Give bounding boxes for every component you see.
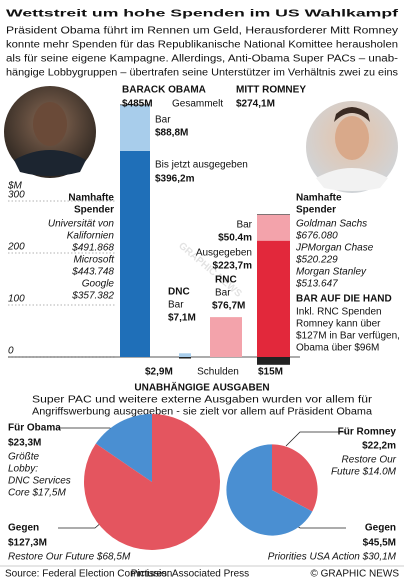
donor-line: $443.748: [71, 267, 114, 278]
segment-name: Ausgegeben: [196, 248, 252, 259]
pie-slice: [84, 414, 221, 550]
y-axis-label: $M: [7, 181, 23, 192]
segment-name: Bis jetzt ausgegeben: [155, 160, 248, 171]
segment-value: $50.4m: [218, 233, 252, 244]
pie-category: Für Romney: [338, 427, 397, 438]
segment-value: $7,1M: [168, 313, 196, 324]
bar-name: DNC: [168, 287, 190, 298]
obama-photo: [4, 86, 96, 178]
cash-note-line: Romney kann über: [296, 319, 381, 330]
donor-line: Universität von: [48, 219, 115, 230]
segment-name: Bar: [155, 115, 171, 126]
segment-name: Bar: [168, 300, 184, 311]
segment-value: $88,8M: [155, 128, 188, 139]
bar-name: MITT ROMNEY: [236, 85, 306, 96]
bar-segment: [179, 353, 191, 357]
pie-category: Für Obama: [8, 423, 61, 434]
total-label: $274,1M: [236, 99, 275, 110]
segment-name: Bar: [215, 288, 231, 299]
pie-note: Future $14.0M: [331, 467, 397, 478]
bar-segment: [120, 150, 150, 357]
y-tick-label: 200: [7, 242, 25, 253]
romney-photo: [306, 101, 398, 193]
bar-segment: [120, 104, 150, 151]
donor-title: Spender: [296, 205, 336, 216]
pie-note: DNC Services: [8, 476, 71, 487]
donor-line: Kalifornien: [67, 231, 115, 242]
bar-segment: [257, 214, 290, 241]
y-tick-label: 0: [8, 346, 14, 357]
donor-title: Namhafte: [296, 193, 342, 204]
subtitle-line: Präsident Obama führt im Rennen um Geld,…: [6, 26, 398, 37]
section-line: Super PAC und weitere externe Ausgaben w…: [32, 395, 373, 406]
pie-slice: [95, 414, 152, 482]
donor-line: Microsoft: [73, 255, 115, 266]
pie-category: Gegen: [8, 523, 39, 534]
donor-line: $520.229: [295, 255, 338, 266]
pie-note: Lobby:: [8, 464, 38, 475]
pie-category: Gegen: [365, 523, 396, 534]
cash-note-line: Obama über $96M: [296, 343, 379, 354]
pie-note: Priorities USA Action $30,1M: [268, 552, 397, 563]
pie-note: Restore Our: [342, 455, 397, 466]
donor-title: Namhafte: [68, 193, 114, 204]
pie-slice: [226, 444, 313, 536]
pie-value: $127,3M: [8, 538, 47, 549]
bar-name: RNC: [215, 275, 237, 286]
pie-slice: [272, 444, 318, 512]
y-tick-label: 100: [8, 294, 25, 305]
debt-title: Schulden: [197, 367, 239, 378]
segment-value: $76,7M: [212, 301, 245, 312]
pie-value: $23,3M: [8, 438, 41, 449]
footer-source: Source: Federal Election Commission: [5, 569, 172, 580]
debt-bar: [257, 357, 290, 365]
cash-note-line: $127M in Bar verfügen,: [296, 331, 400, 342]
donor-line: Google: [82, 279, 115, 290]
bar-segment: [210, 317, 242, 357]
total-label: $485M: [122, 99, 153, 110]
cash-note-title: BAR AUF DIE HAND: [296, 294, 392, 305]
y-tick-label: 300: [8, 190, 25, 201]
pie-note: Core $17,5M: [8, 488, 66, 499]
donor-line: $676.080: [295, 231, 338, 242]
segment-name: Bar: [236, 220, 252, 231]
title: Wettstreit um hohe Spenden im US Wahlkam…: [6, 9, 399, 20]
footer-pictures: Pictures: Associated Press: [131, 569, 249, 580]
segment-value: $223,7m: [213, 261, 253, 272]
subtitle-line: konnte mehr Spenden für das Republikanis…: [6, 40, 398, 51]
cash-note-line: Inkl. RNC Spenden: [296, 307, 382, 318]
section-line: Angriffswerbung ausgegeben - sie zielt v…: [32, 407, 372, 418]
donor-line: JPMorgan Chase: [295, 243, 374, 254]
bar-segment: [257, 240, 290, 357]
debt-label: $2,9M: [145, 367, 173, 378]
donor-title: Spender: [74, 205, 114, 216]
subtitle-line: als für seine eigene Kampagne. Allerding…: [6, 54, 398, 65]
donor-line: Goldman Sachs: [296, 219, 367, 230]
pie-note: Restore Our Future $68,5M: [8, 552, 131, 563]
pie-note: Größte: [8, 452, 40, 463]
bar-name: BARACK OBAMA: [122, 85, 206, 96]
pie-value: $45,5M: [363, 538, 396, 549]
donor-line: Morgan Stanley: [296, 267, 367, 278]
donor-line: $357.382: [71, 291, 114, 302]
total-note: Gesammelt: [172, 99, 223, 110]
subtitle-line: hängige Lobbygruppen – übertrafen seine …: [6, 68, 398, 79]
section-title: UNABHÄNGIGE AUSGABEN: [134, 381, 269, 394]
footer-credit: © GRAPHIC NEWS: [311, 569, 400, 580]
debt-label: $15M: [258, 367, 283, 378]
pie-value: $22,2m: [362, 441, 396, 452]
segment-value: $396,2m: [155, 174, 195, 185]
donor-line: $513.647: [295, 279, 338, 290]
debt-bar: [179, 357, 191, 359]
donor-line: $491.868: [71, 243, 114, 254]
